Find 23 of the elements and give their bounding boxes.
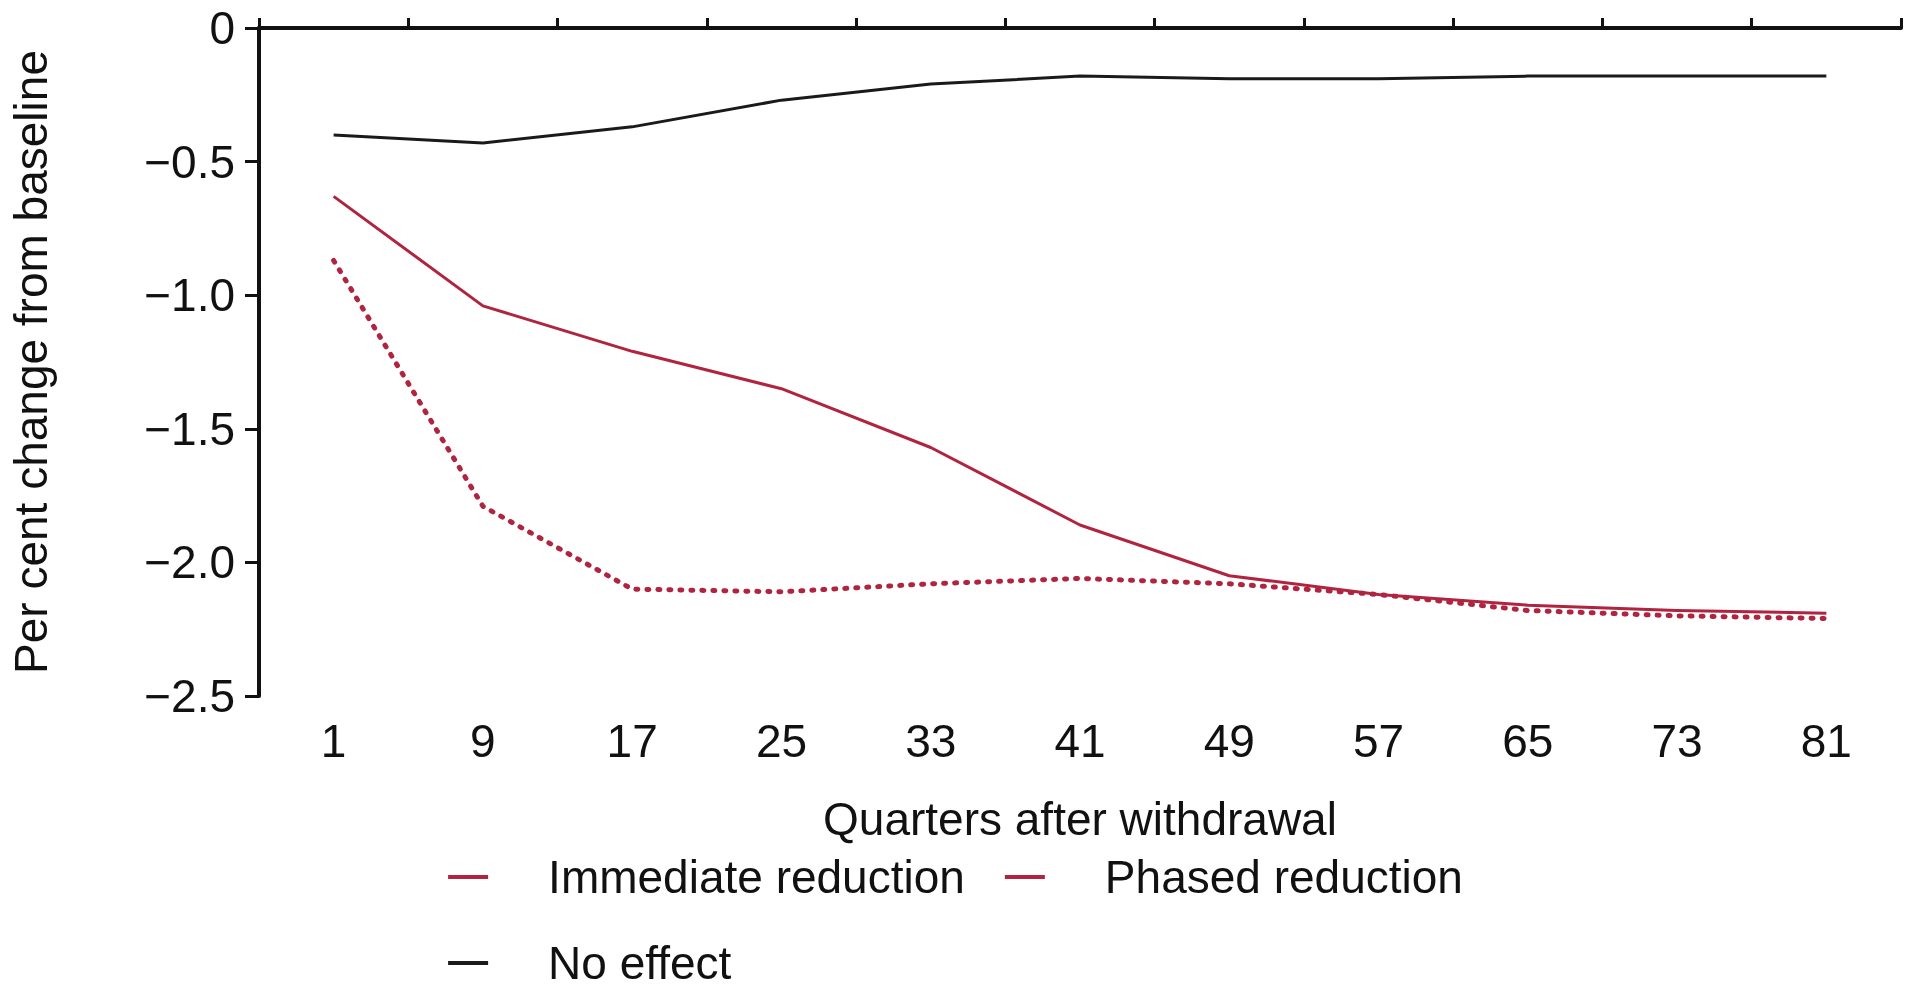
y-axis-title: Per cent change from baseline	[5, 50, 57, 674]
x-tick-label: 81	[1800, 715, 1852, 767]
x-tick-label: 49	[1203, 715, 1255, 767]
x-tick-label: 25	[755, 715, 808, 767]
x-tick-label: 9	[470, 715, 496, 767]
x-axis-title: Quarters after withdrawal	[823, 793, 1337, 845]
y-tick-label: −0.5	[144, 135, 235, 188]
x-tick-label: 57	[1352, 715, 1405, 767]
x-tick-label: 73	[1651, 715, 1703, 767]
y-tick-label: −2.0	[144, 536, 235, 589]
x-tick-label: 17	[606, 715, 658, 767]
x-tick-label: 1	[320, 715, 347, 767]
y-tick-label: 0	[209, 2, 235, 54]
x-tick-label: 65	[1502, 715, 1554, 767]
legend-label: No effect	[548, 937, 732, 989]
x-tick-label: 33	[905, 715, 957, 767]
line-series	[332, 74, 1828, 145]
x-tick-label: 41	[1054, 715, 1106, 767]
y-tick-label: −2.5	[144, 670, 235, 722]
y-tick-label: −1.0	[144, 269, 235, 322]
y-tick-label: −1.5	[144, 402, 235, 455]
legend-label: Immediate reduction	[548, 851, 965, 903]
legend-label: Phased reduction	[1104, 851, 1463, 903]
